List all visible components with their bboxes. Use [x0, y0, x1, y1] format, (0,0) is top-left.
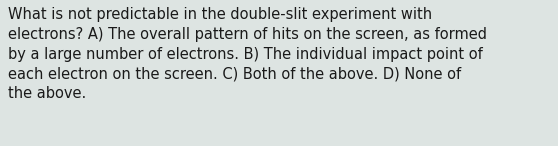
Text: What is not predictable in the double-slit experiment with
electrons? A) The ove: What is not predictable in the double-sl…	[8, 7, 487, 101]
